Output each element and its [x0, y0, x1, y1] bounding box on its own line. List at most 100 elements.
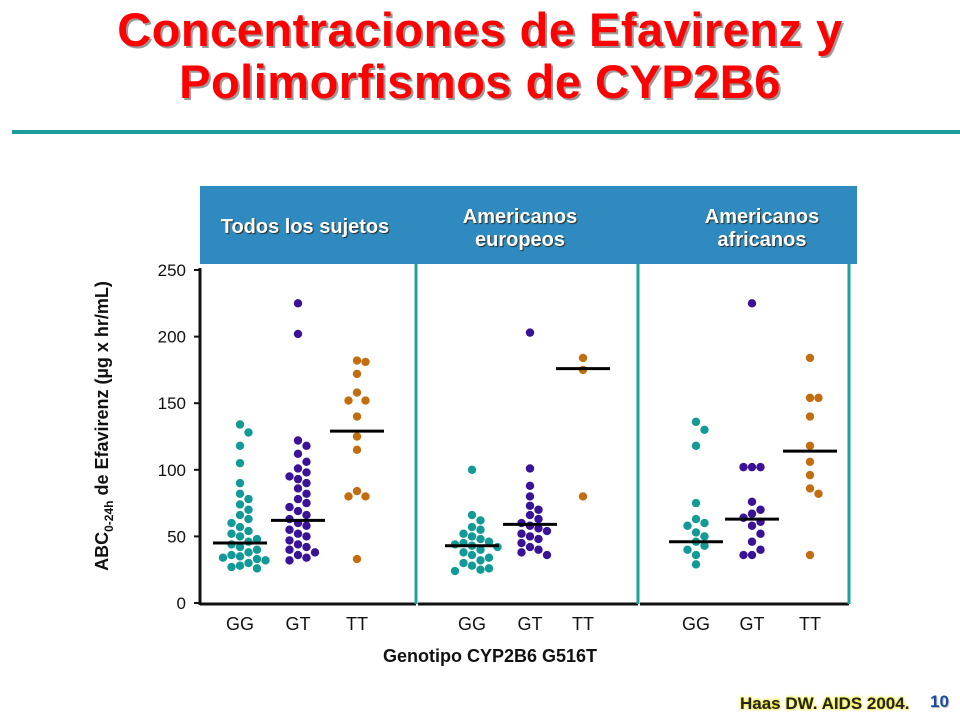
- data-point-gg: [227, 562, 236, 572]
- panel-label-african: Americanos africanos: [704, 206, 820, 251]
- data-point-gt: [517, 548, 526, 557]
- data-point-tt: [352, 369, 362, 379]
- data-point-gg: [700, 518, 709, 528]
- data-point-gg: [218, 553, 228, 562]
- data-point-gt: [739, 462, 748, 472]
- data-point-gg: [683, 545, 692, 554]
- data-point-gg: [476, 525, 485, 534]
- data-point-gt: [285, 556, 294, 565]
- data-point-gg: [252, 534, 262, 544]
- data-point-tt: [361, 396, 370, 405]
- data-point-gt: [302, 489, 311, 498]
- data-point-gg: [700, 532, 709, 541]
- data-point-gt: [293, 494, 303, 504]
- data-point-gt: [285, 472, 294, 481]
- data-point-gg: [244, 526, 253, 536]
- data-point-gg: [244, 428, 253, 437]
- data-point-gg: [476, 534, 485, 544]
- data-point-tt: [805, 457, 815, 467]
- data-point-gg: [227, 518, 236, 528]
- y-tick-label: 200: [158, 328, 186, 347]
- data-point-gt: [285, 525, 294, 534]
- data-point-tt: [352, 412, 362, 421]
- panel-label-european: Americanos europeos: [462, 206, 578, 251]
- data-point-gg: [691, 560, 701, 569]
- data-point-gg: [244, 558, 253, 568]
- data-point-gg: [244, 505, 253, 514]
- data-point-gt: [517, 538, 526, 548]
- data-point-tt: [578, 492, 588, 501]
- data-point-gt: [525, 492, 535, 501]
- data-point-gg: [691, 550, 701, 560]
- data-point-gg: [235, 561, 245, 570]
- genotype-label-gg: GG: [226, 614, 254, 634]
- data-point-gg: [244, 514, 253, 524]
- data-point-gt: [293, 299, 303, 308]
- y-tick-label: 0: [177, 594, 186, 613]
- data-point-gt: [293, 449, 303, 459]
- data-point-gt: [756, 529, 765, 538]
- data-point-gg: [235, 489, 245, 498]
- data-point-gt: [525, 328, 535, 337]
- data-point-gg: [450, 566, 460, 576]
- data-point-gg: [244, 548, 253, 557]
- data-point-gg: [467, 522, 477, 532]
- data-point-gg: [700, 425, 709, 435]
- data-point-gg: [484, 537, 494, 546]
- data-point-tt: [805, 550, 815, 560]
- title-divider: [12, 130, 960, 134]
- data-point-tt: [578, 353, 588, 363]
- data-point-gg: [484, 553, 494, 562]
- data-point-gg: [459, 548, 468, 557]
- data-point-tt: [805, 393, 815, 403]
- data-point-gg: [467, 510, 477, 520]
- data-point-tt: [352, 388, 362, 397]
- data-point-gg: [700, 541, 709, 550]
- data-point-gt: [310, 548, 320, 557]
- data-point-gt: [302, 478, 311, 488]
- data-point-gg: [235, 420, 245, 429]
- data-point-tt: [352, 356, 362, 365]
- data-point-gg: [244, 494, 253, 504]
- data-point-gt: [293, 464, 303, 473]
- data-point-gg: [476, 565, 485, 574]
- data-point-gg: [691, 498, 701, 508]
- data-point-gg: [252, 564, 262, 573]
- data-point-gt: [293, 506, 303, 516]
- data-point-gt: [739, 550, 748, 560]
- source-citation: Haas DW. AIDS 2004.: [740, 694, 910, 713]
- data-point-gg: [484, 564, 494, 573]
- data-point-gg: [459, 529, 468, 538]
- x-axis-title: Genotipo CYP2B6 G516T: [383, 646, 598, 666]
- data-point-gg: [467, 561, 477, 570]
- data-point-gg: [235, 510, 245, 520]
- y-tick-label: 100: [158, 461, 186, 480]
- data-point-gt: [293, 436, 303, 445]
- data-point-gt: [302, 441, 311, 451]
- genotype-label-tt: TT: [572, 614, 594, 634]
- data-point-gg: [235, 458, 245, 468]
- data-point-gt: [285, 545, 294, 554]
- data-point-gt: [525, 532, 535, 541]
- genotype-label-gt: GT: [518, 614, 543, 634]
- data-point-gt: [747, 537, 757, 546]
- title-line-2: Polimorfismos de CYP2B6: [179, 55, 781, 108]
- data-point-gg: [691, 528, 701, 537]
- data-point-gt: [293, 484, 303, 493]
- data-point-tt: [805, 353, 815, 363]
- data-point-gt: [525, 464, 535, 473]
- data-point-gt: [517, 529, 526, 538]
- data-point-tt: [344, 492, 353, 501]
- data-point-gg: [691, 514, 701, 524]
- title-line-1: Concentraciones de Efavirenz y: [117, 3, 843, 56]
- data-point-gt: [756, 505, 765, 514]
- genotype-label-tt: TT: [799, 614, 821, 634]
- data-point-gg: [476, 545, 485, 554]
- data-point-gg: [261, 556, 270, 565]
- data-point-gg: [476, 516, 485, 525]
- data-point-gt: [293, 550, 303, 560]
- data-point-gg: [467, 465, 477, 474]
- data-point-tt: [805, 412, 815, 421]
- data-point-gg: [691, 441, 701, 451]
- genotype-label-gt: GT: [286, 614, 311, 634]
